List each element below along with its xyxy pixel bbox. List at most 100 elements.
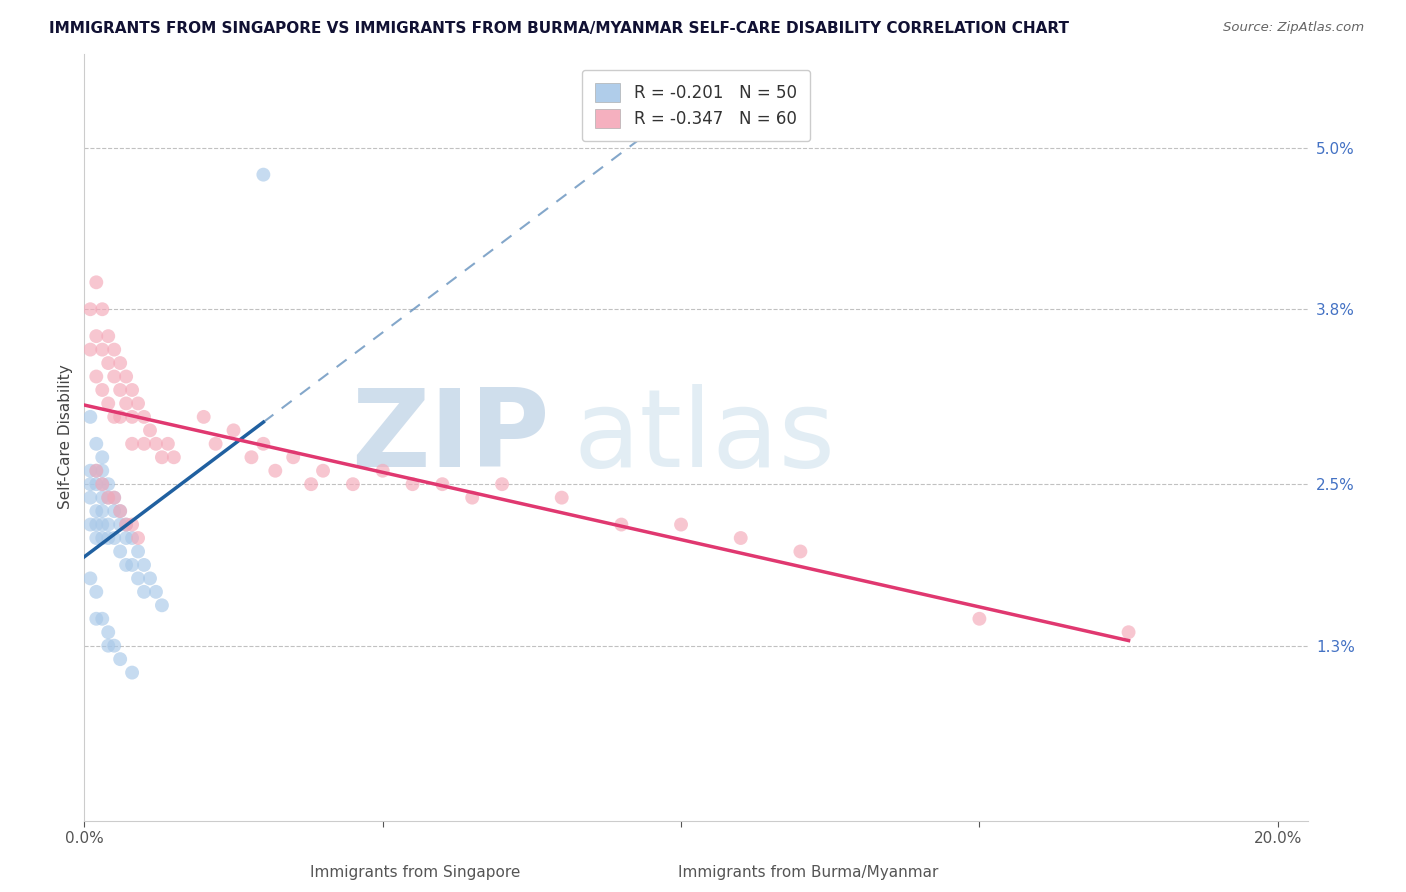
Point bbox=[401, 477, 423, 491]
Point bbox=[222, 423, 245, 437]
Point bbox=[84, 477, 107, 491]
Point bbox=[97, 625, 120, 640]
Point bbox=[91, 531, 114, 545]
Point bbox=[139, 571, 162, 585]
Point bbox=[145, 585, 167, 599]
Point bbox=[121, 383, 143, 397]
Point bbox=[103, 531, 125, 545]
Point bbox=[79, 464, 101, 478]
Point bbox=[79, 477, 101, 491]
Point bbox=[84, 369, 107, 384]
Point bbox=[84, 329, 107, 343]
Point bbox=[79, 571, 101, 585]
Point bbox=[312, 464, 335, 478]
Point bbox=[371, 464, 394, 478]
Point bbox=[132, 585, 155, 599]
Point bbox=[91, 343, 114, 357]
Point bbox=[115, 369, 138, 384]
Point bbox=[79, 302, 101, 317]
Point bbox=[84, 437, 107, 451]
Text: Source: ZipAtlas.com: Source: ZipAtlas.com bbox=[1223, 21, 1364, 34]
Point bbox=[204, 437, 226, 451]
Text: Immigrants from Burma/Myanmar: Immigrants from Burma/Myanmar bbox=[678, 865, 939, 880]
Point bbox=[91, 612, 114, 626]
Point bbox=[127, 396, 149, 410]
Point bbox=[108, 504, 131, 518]
Point bbox=[432, 477, 454, 491]
Point bbox=[103, 491, 125, 505]
Point bbox=[145, 437, 167, 451]
Point bbox=[84, 612, 107, 626]
Point bbox=[103, 504, 125, 518]
Point bbox=[103, 639, 125, 653]
Point bbox=[115, 396, 138, 410]
Point bbox=[79, 409, 101, 424]
Point bbox=[132, 558, 155, 572]
Point bbox=[91, 302, 114, 317]
Point bbox=[84, 275, 107, 289]
Point bbox=[240, 450, 263, 465]
Point bbox=[91, 464, 114, 478]
Point bbox=[103, 491, 125, 505]
Point bbox=[139, 423, 162, 437]
Point bbox=[103, 343, 125, 357]
Point bbox=[97, 491, 120, 505]
Point bbox=[108, 544, 131, 558]
Point bbox=[108, 356, 131, 370]
Y-axis label: Self-Care Disability: Self-Care Disability bbox=[58, 365, 73, 509]
Point bbox=[115, 517, 138, 532]
Point bbox=[121, 517, 143, 532]
Point bbox=[97, 396, 120, 410]
Point bbox=[103, 409, 125, 424]
Point bbox=[108, 383, 131, 397]
Point bbox=[132, 409, 155, 424]
Point bbox=[1118, 625, 1140, 640]
Point bbox=[79, 343, 101, 357]
Point bbox=[461, 491, 484, 505]
Point bbox=[97, 531, 120, 545]
Point bbox=[299, 477, 322, 491]
Point bbox=[163, 450, 186, 465]
Point bbox=[115, 558, 138, 572]
Point bbox=[252, 437, 274, 451]
Point bbox=[91, 517, 114, 532]
Point bbox=[84, 464, 107, 478]
Point bbox=[91, 504, 114, 518]
Point bbox=[84, 464, 107, 478]
Point bbox=[91, 477, 114, 491]
Text: IMMIGRANTS FROM SINGAPORE VS IMMIGRANTS FROM BURMA/MYANMAR SELF-CARE DISABILITY : IMMIGRANTS FROM SINGAPORE VS IMMIGRANTS … bbox=[49, 21, 1069, 36]
Point bbox=[103, 369, 125, 384]
Point bbox=[97, 517, 120, 532]
Point bbox=[121, 558, 143, 572]
Point bbox=[127, 531, 149, 545]
Point bbox=[79, 517, 101, 532]
Text: ZIP: ZIP bbox=[350, 384, 550, 490]
Point bbox=[91, 477, 114, 491]
Point bbox=[97, 477, 120, 491]
Point bbox=[115, 517, 138, 532]
Point bbox=[84, 517, 107, 532]
Point bbox=[669, 517, 692, 532]
Point bbox=[84, 585, 107, 599]
Point bbox=[121, 665, 143, 680]
Legend: R = -0.201   N = 50, R = -0.347   N = 60: R = -0.201 N = 50, R = -0.347 N = 60 bbox=[582, 70, 810, 141]
Point bbox=[108, 504, 131, 518]
Point bbox=[84, 504, 107, 518]
Point bbox=[193, 409, 215, 424]
Point bbox=[342, 477, 364, 491]
Point bbox=[283, 450, 305, 465]
Point bbox=[108, 409, 131, 424]
Point bbox=[127, 544, 149, 558]
Point bbox=[150, 599, 173, 613]
Point bbox=[97, 639, 120, 653]
Point bbox=[730, 531, 752, 545]
Point bbox=[108, 517, 131, 532]
Point bbox=[789, 544, 811, 558]
Point bbox=[91, 491, 114, 505]
Point bbox=[115, 531, 138, 545]
Point bbox=[108, 652, 131, 666]
Point bbox=[127, 571, 149, 585]
Point bbox=[121, 437, 143, 451]
Point bbox=[84, 531, 107, 545]
Point bbox=[491, 477, 513, 491]
